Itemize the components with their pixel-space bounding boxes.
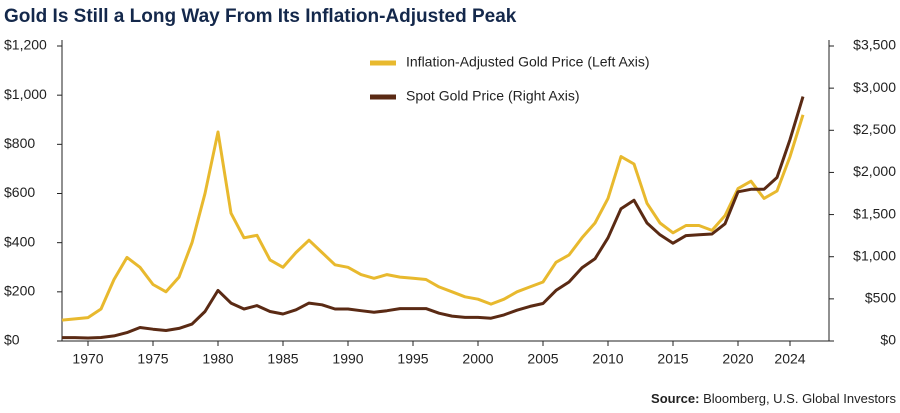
x-tick-label: 1995 bbox=[397, 351, 428, 367]
series-line bbox=[61, 114, 805, 322]
x-tick-label: 2024 bbox=[774, 351, 805, 367]
chart-title: Gold Is Still a Long Way From Its Inflat… bbox=[4, 6, 517, 27]
y-tick-label: $0 bbox=[4, 332, 20, 348]
x-tick-label: 1980 bbox=[202, 351, 233, 367]
source-text: Bloomberg, U.S. Global Investors bbox=[703, 391, 896, 406]
legend-label: Inflation-Adjusted Gold Price (Left Axis… bbox=[406, 54, 650, 70]
x-tick-label: 2020 bbox=[722, 351, 753, 367]
series-line bbox=[62, 96, 805, 340]
y-tick-label: $600 bbox=[4, 184, 35, 200]
y-tick-label: $800 bbox=[4, 135, 35, 151]
y-tick-label: $1,200 bbox=[4, 37, 47, 53]
x-tick-label: 2010 bbox=[592, 351, 623, 367]
x-tick-label: 1990 bbox=[332, 351, 363, 367]
x-tick-label: 2015 bbox=[657, 351, 688, 367]
x-tick-label: 1970 bbox=[72, 351, 103, 367]
y-tick-label: $400 bbox=[4, 233, 35, 249]
x-tick-label: 2000 bbox=[462, 351, 493, 367]
x-tick-label: 2005 bbox=[527, 351, 558, 367]
y2-tick-label: $2,500 bbox=[853, 121, 896, 137]
y2-tick-label: $2,000 bbox=[853, 163, 896, 179]
y-tick-label: $200 bbox=[4, 283, 35, 299]
y2-tick-label: $0 bbox=[880, 332, 896, 348]
y2-tick-label: $1,000 bbox=[853, 247, 896, 263]
legend-label: Spot Gold Price (Right Axis) bbox=[406, 88, 580, 104]
y2-tick-label: $500 bbox=[865, 290, 896, 306]
source-label: Source: bbox=[651, 391, 699, 406]
y-tick-label: $1,000 bbox=[4, 86, 47, 102]
x-tick-label: 1985 bbox=[267, 351, 298, 367]
y2-tick-label: $3,000 bbox=[853, 79, 896, 95]
y2-tick-label: $3,500 bbox=[853, 37, 896, 53]
y2-tick-label: $1,500 bbox=[853, 205, 896, 221]
x-tick-label: 1975 bbox=[137, 351, 168, 367]
source: Source: Bloomberg, U.S. Global Investors bbox=[651, 391, 896, 406]
